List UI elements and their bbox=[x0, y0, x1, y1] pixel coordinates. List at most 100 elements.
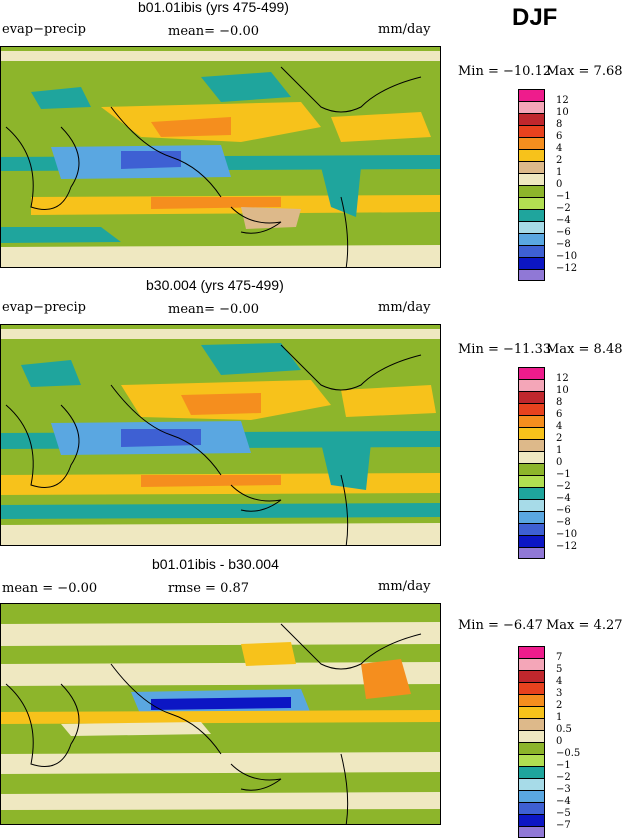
colorbar-tick-label: 12 bbox=[556, 373, 569, 384]
panel1-variable: evap−precip bbox=[2, 22, 86, 37]
colorbar-tick-label: 6 bbox=[556, 409, 563, 420]
colorbar-tick-label: 1 bbox=[556, 445, 563, 456]
colorbar-swatch bbox=[518, 682, 545, 694]
colorbar-tick-label: 4 bbox=[556, 143, 563, 154]
panel2-mean: mean= −0.00 bbox=[168, 302, 260, 317]
colorbar-swatch bbox=[518, 173, 545, 185]
colorbar-swatch bbox=[518, 245, 545, 257]
colorbar-tick-label: 3 bbox=[556, 688, 563, 699]
panel1-title: b01.01ibis (yrs 475-499) bbox=[138, 0, 289, 15]
colorbar-swatch bbox=[518, 646, 545, 658]
colorbar-tick-label: −4 bbox=[556, 796, 571, 807]
panel2-field bbox=[1, 325, 440, 545]
panel2-variable: evap−precip bbox=[2, 300, 86, 315]
panel3-map bbox=[0, 603, 441, 825]
colorbar-tick-label: 10 bbox=[556, 385, 569, 396]
colorbar-tick-label: −8 bbox=[556, 239, 571, 250]
colorbar-swatch bbox=[518, 427, 545, 439]
colorbar-tick-label: −12 bbox=[556, 541, 578, 552]
colorbar-tick-label: 1 bbox=[556, 712, 563, 723]
colorbar-tick-label: −10 bbox=[556, 529, 578, 540]
colorbar-swatch bbox=[518, 269, 545, 281]
colorbar-swatch bbox=[518, 209, 545, 221]
colorbar-tick-label: −2 bbox=[556, 203, 571, 214]
colorbar-swatch bbox=[518, 814, 545, 826]
panel3-colorbar bbox=[518, 646, 545, 838]
colorbar-swatch bbox=[518, 670, 545, 682]
panel1-mean: mean= −0.00 bbox=[168, 24, 260, 39]
panel1-colorbar bbox=[518, 89, 545, 281]
colorbar-swatch bbox=[518, 547, 545, 559]
colorbar-swatch bbox=[518, 89, 545, 101]
colorbar-tick-label: −8 bbox=[556, 517, 571, 528]
colorbar-tick-label: 1 bbox=[556, 167, 563, 178]
colorbar-tick-label: 5 bbox=[556, 664, 563, 675]
colorbar-tick-label: 6 bbox=[556, 131, 563, 142]
colorbar-tick-label: 2 bbox=[556, 155, 563, 166]
panel1-field bbox=[1, 47, 440, 267]
panel2-colorbar bbox=[518, 367, 545, 559]
colorbar-tick-label: −4 bbox=[556, 215, 571, 226]
colorbar-tick-label: 8 bbox=[556, 119, 563, 130]
colorbar-tick-label: 12 bbox=[556, 95, 569, 106]
colorbar-tick-label: −1 bbox=[556, 191, 571, 202]
colorbar-tick-label: −12 bbox=[556, 263, 578, 274]
colorbar-tick-label: 0 bbox=[556, 179, 563, 190]
colorbar-tick-label: −1 bbox=[556, 760, 571, 771]
panel1-min: Min = −10.12 bbox=[458, 64, 552, 79]
panel3-max: Max = 4.27 bbox=[546, 618, 623, 633]
colorbar-swatch bbox=[518, 221, 545, 233]
colorbar-swatch bbox=[518, 742, 545, 754]
colorbar-swatch bbox=[518, 101, 545, 113]
colorbar-tick-label: −5 bbox=[556, 808, 571, 819]
colorbar-tick-label: 0 bbox=[556, 457, 563, 468]
colorbar-swatch bbox=[518, 113, 545, 125]
colorbar-tick-label: 2 bbox=[556, 433, 563, 444]
colorbar-tick-label: 0.5 bbox=[556, 724, 572, 735]
panel1-max: Max = 7.68 bbox=[546, 64, 623, 79]
colorbar-tick-label: 10 bbox=[556, 107, 569, 118]
colorbar-swatch bbox=[518, 706, 545, 718]
colorbar-tick-label: −7 bbox=[556, 820, 571, 831]
colorbar-swatch bbox=[518, 367, 545, 379]
colorbar-swatch bbox=[518, 125, 545, 137]
colorbar-swatch bbox=[518, 535, 545, 547]
panel2-max: Max = 8.48 bbox=[546, 342, 623, 357]
colorbar-tick-label: 7 bbox=[556, 652, 563, 663]
colorbar-tick-label: −3 bbox=[556, 784, 571, 795]
colorbar-swatch bbox=[518, 802, 545, 814]
colorbar-tick-label: −4 bbox=[556, 493, 571, 504]
colorbar-swatch bbox=[518, 463, 545, 475]
colorbar-swatch bbox=[518, 415, 545, 427]
colorbar-swatch bbox=[518, 766, 545, 778]
colorbar-tick-label: −0.5 bbox=[556, 748, 581, 759]
panel3-units: mm/day bbox=[378, 579, 431, 594]
colorbar-tick-label: 4 bbox=[556, 421, 563, 432]
colorbar-swatch bbox=[518, 778, 545, 790]
panel2-units: mm/day bbox=[378, 300, 431, 315]
colorbar-tick-label: 0 bbox=[556, 736, 563, 747]
panel2-map bbox=[0, 324, 441, 546]
colorbar-swatch bbox=[518, 161, 545, 173]
colorbar-tick-label: −6 bbox=[556, 227, 571, 238]
colorbar-swatch bbox=[518, 185, 545, 197]
panel1-map bbox=[0, 46, 441, 268]
colorbar-swatch bbox=[518, 790, 545, 802]
panel3-mean: mean = −0.00 bbox=[2, 581, 98, 596]
colorbar-swatch bbox=[518, 257, 545, 269]
panel2-title: b30.004 (yrs 475-499) bbox=[146, 277, 284, 293]
colorbar-swatch bbox=[518, 137, 545, 149]
panel3-field bbox=[1, 604, 440, 824]
colorbar-swatch bbox=[518, 197, 545, 209]
colorbar-tick-label: −10 bbox=[556, 251, 578, 262]
colorbar-swatch bbox=[518, 826, 545, 838]
colorbar-tick-label: 4 bbox=[556, 676, 563, 687]
colorbar-swatch bbox=[518, 475, 545, 487]
colorbar-swatch bbox=[518, 718, 545, 730]
colorbar-swatch bbox=[518, 511, 545, 523]
panel1-units: mm/day bbox=[378, 22, 431, 37]
colorbar-tick-label: 2 bbox=[556, 700, 563, 711]
colorbar-swatch bbox=[518, 403, 545, 415]
colorbar-tick-label: −6 bbox=[556, 505, 571, 516]
colorbar-swatch bbox=[518, 149, 545, 161]
